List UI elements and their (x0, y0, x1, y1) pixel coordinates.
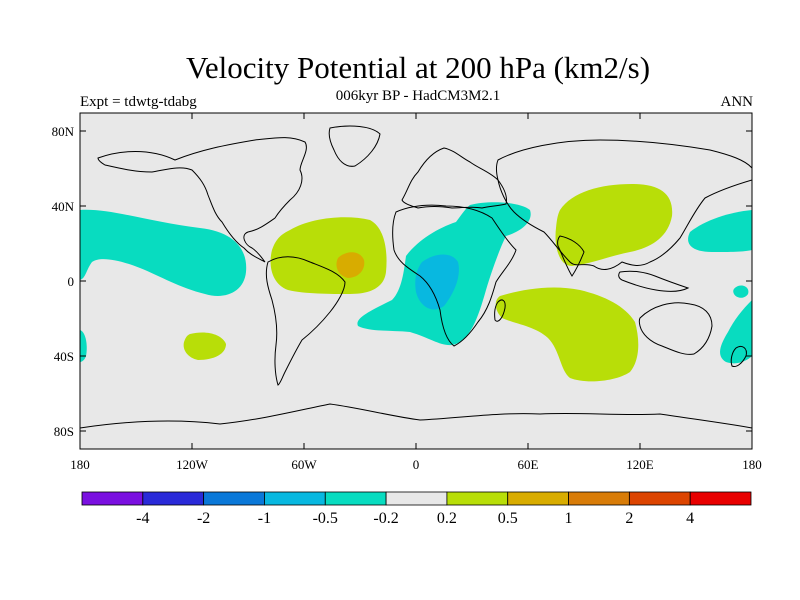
lon-tick-label: 120W (176, 457, 209, 472)
colorbar-swatch (324, 491, 387, 506)
neg-westpac (688, 210, 752, 252)
neg-africa-core (415, 254, 459, 310)
plot-title: Velocity Potential at 200 hPa (km2/s) (185, 50, 651, 85)
colorbar-label: 0.5 (498, 510, 518, 527)
coast-africa (392, 204, 517, 347)
colorbar-swatch (203, 491, 265, 506)
pos-indian-ocean (495, 287, 639, 382)
coast-north-america (97, 137, 307, 263)
colorbar-swatch (264, 491, 326, 506)
colorbar-label: 1 (565, 510, 573, 527)
colorbar-swatch (142, 491, 205, 506)
season-label: ANN (720, 94, 754, 110)
colorbar: -4 -2 -1 -0.5 -0.2 0.2 0.5 1 2 4 (81, 491, 752, 527)
colorbar-label: -2 (197, 510, 210, 527)
lat-tick-label: 0 (68, 274, 75, 289)
coast-antarctica (80, 403, 752, 429)
coast-greenland (328, 125, 381, 167)
plot-subtitle: 006kyr BP - HadCM3M2.1 (335, 88, 501, 104)
lon-tick-label: 0 (413, 457, 420, 472)
lon-tick-label: 180 (742, 457, 762, 472)
pos-brazil-core (336, 252, 365, 278)
colorbar-swatch (81, 491, 144, 506)
coastlines (80, 125, 752, 429)
neg-pacific-east (80, 209, 247, 296)
colorbar-swatch (385, 491, 448, 506)
coast-india (557, 235, 585, 277)
neg-maritime (733, 285, 749, 298)
coast-europe (401, 147, 507, 209)
experiment-label: Expt = tdwtg-tdabg (80, 94, 197, 110)
lon-tick-label: 60W (291, 457, 317, 472)
colorbar-swatch (446, 491, 509, 506)
lat-tick-label: 40S (54, 349, 74, 364)
colorbar-label: 0.2 (437, 510, 457, 527)
lon-tick-label: 180 (70, 457, 90, 472)
colorbar-swatch (689, 491, 752, 506)
colorbar-label: -4 (136, 510, 149, 527)
colorbar-label: -1 (258, 510, 271, 527)
coast-south-america (265, 256, 346, 386)
lat-tick-label: 80S (54, 424, 74, 439)
coast-indonesia (618, 270, 690, 292)
colorbar-label: 4 (686, 510, 694, 527)
latitude-ticks: 80N 40N 0 40S 80S (52, 124, 752, 439)
colorbar-swatch (628, 491, 691, 506)
longitude-ticks: 180 120W 60W 0 60E 120E 180 (70, 113, 762, 472)
colorbar-label: 2 (625, 510, 633, 527)
lat-tick-label: 40N (52, 199, 75, 214)
colorbar-swatch (568, 491, 630, 506)
colorbar-label: -0.5 (313, 510, 338, 527)
neg-pacific-south (80, 330, 87, 362)
coast-asia (496, 139, 752, 270)
lon-tick-label: 60E (518, 457, 539, 472)
lon-tick-label: 120E (626, 457, 654, 472)
coast-madagascar (494, 299, 506, 322)
pos-asia (555, 184, 673, 266)
map-field (80, 113, 752, 449)
coast-new-zealand (730, 345, 747, 367)
colorbar-swatch (507, 491, 569, 506)
coast-australia (638, 302, 713, 355)
colorbar-label: -0.2 (373, 510, 398, 527)
pos-pacific-south (183, 332, 226, 360)
lat-tick-label: 80N (52, 124, 75, 139)
